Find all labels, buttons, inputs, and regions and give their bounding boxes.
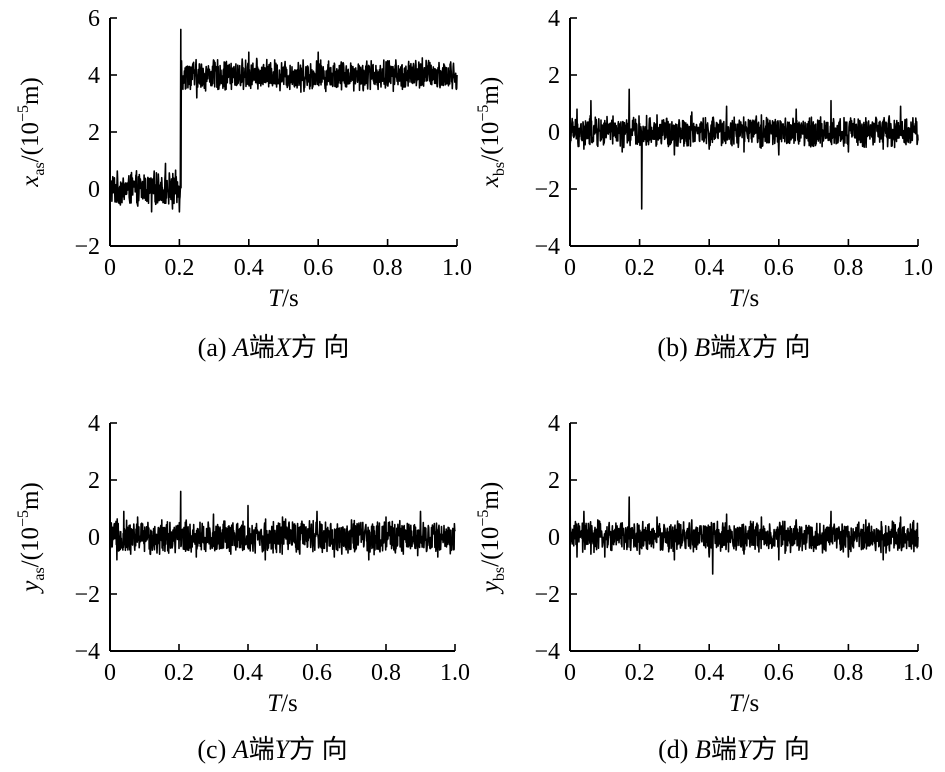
y-axis-label: xas/(10−5m)	[15, 77, 48, 188]
x-tick-label: 0.4	[694, 660, 724, 686]
series-line-c	[109, 490, 456, 561]
x-tick-label: 0.6	[764, 255, 794, 281]
x-tick-label: 0.4	[694, 255, 724, 281]
x-tick-label: 0	[104, 660, 116, 686]
x-tick-label: 0.6	[302, 660, 332, 686]
y-tick-label: 0	[548, 120, 560, 146]
panel-caption: (d) B端Y方 向	[658, 735, 810, 764]
y-tick-label: 2	[88, 468, 100, 494]
x-tick-label: 0.8	[833, 255, 863, 281]
y-tick-label: −4	[74, 639, 100, 665]
x-tick-label: 0.8	[833, 660, 863, 686]
y-tick-label: 0	[88, 177, 100, 203]
y-axis-label: yas/(10−5m)	[15, 482, 48, 595]
y-tick-label: 4	[548, 411, 560, 437]
series-line-a	[109, 28, 458, 213]
x-tick-label: 0.2	[625, 660, 655, 686]
y-axis-label: ybs/(10−5m)	[475, 482, 508, 595]
x-tick-label: 0	[564, 255, 576, 281]
y-tick-label: −4	[534, 639, 560, 665]
y-tick-label: 2	[548, 468, 560, 494]
panel-caption: (c) A端Y方 向	[197, 735, 347, 764]
x-tick-label: 0.6	[303, 255, 333, 281]
series-line-d	[569, 488, 919, 575]
y-tick-label: 4	[88, 63, 100, 89]
x-tick-label: 0.2	[164, 255, 194, 281]
x-tick-label: 1.0	[442, 255, 472, 281]
x-tick-label: 0.6	[764, 660, 794, 686]
x-tick-label: 0.8	[373, 255, 403, 281]
panel-caption: (a) A端X方 向	[198, 333, 350, 362]
x-tick-label: 0	[564, 660, 576, 686]
x-axis-label: T/s	[729, 285, 760, 312]
x-tick-label: 0	[104, 255, 116, 281]
y-tick-label: 4	[548, 6, 560, 32]
y-tick-label: 6	[88, 6, 100, 32]
y-tick-label: −2	[534, 582, 560, 608]
y-axis-label: xbs/(10−5m)	[475, 77, 508, 188]
panel-d: 0 0.2 0.4 0.6 0.8 1.0 −4 −2 0 2 4 T/s ybs/(10−5m) (d)…	[475, 411, 933, 764]
x-axis-label: T/s	[267, 690, 298, 717]
y-tick-label: 2	[88, 120, 100, 146]
x-tick-label: 0.2	[164, 660, 194, 686]
y-tick-label: −4	[534, 234, 560, 260]
x-tick-label: 0.4	[233, 660, 263, 686]
panel-caption: (b) B端X方 向	[657, 333, 810, 362]
x-tick-label: 1.0	[903, 660, 933, 686]
x-tick-label: 1.0	[440, 660, 470, 686]
x-tick-label: 0.8	[371, 660, 401, 686]
series-line-b	[569, 88, 919, 210]
panel-a: 0 0.2 0.4 0.6 0.8 1.0−20246T/sxas/(10−5m)(a) …	[15, 6, 472, 362]
x-tick-label: 0.4	[234, 255, 264, 281]
y-tick-label: 4	[88, 411, 100, 437]
y-tick-label: −2	[74, 234, 100, 260]
panel-b: 0 0.2 0.4 0.6 0.8 1.0 −4 −2 0 2 4 T/s xbs/(10−5m) (b)…	[475, 6, 933, 362]
x-tick-label: 0.2	[625, 255, 655, 281]
y-tick-label: −2	[534, 177, 560, 203]
y-tick-label: 0	[548, 525, 560, 551]
x-axis-label: T/s	[729, 690, 760, 717]
y-tick-label: 0	[88, 525, 100, 551]
x-tick-label: 1.0	[903, 255, 933, 281]
y-tick-label: −2	[74, 582, 100, 608]
y-tick-label: 2	[548, 63, 560, 89]
x-axis-label: T/s	[268, 285, 299, 312]
panel-c: 0 0.2 0.4 0.6 0.8 1.0 −4 −2 0 2 4 T/s yas/(10−5m) (c)…	[15, 411, 470, 764]
